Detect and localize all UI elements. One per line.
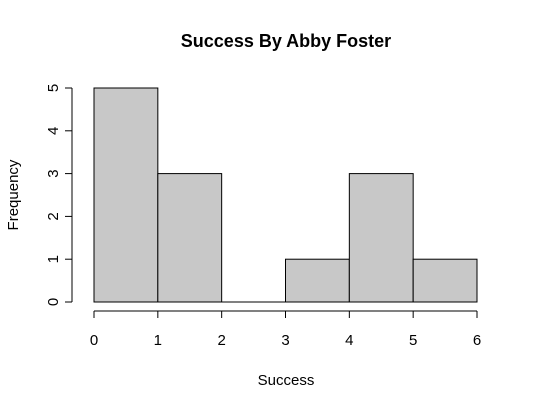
histogram-bar-5 [412, 258, 478, 303]
x-tick-label: 1 [154, 332, 162, 349]
histogram-bar-3 [285, 258, 350, 303]
bars-group [93, 87, 478, 303]
y-tick-label: 3 [45, 169, 62, 177]
chart-title: Success By Abby Foster [181, 31, 391, 51]
x-tick-label: 2 [217, 332, 225, 349]
y-tick-label: 2 [45, 212, 62, 220]
y-axis: 0 1 2 3 4 5 [45, 84, 73, 306]
x-tick-label: 0 [90, 332, 98, 349]
x-tick-label: 4 [345, 332, 353, 349]
y-tick-label: 4 [45, 127, 62, 135]
y-tick-label: 0 [45, 298, 62, 306]
y-tick-label: 1 [45, 255, 62, 263]
x-axis-label: Success [258, 372, 315, 389]
x-axis: 0 1 2 3 4 5 6 [90, 310, 481, 349]
histogram-bar-1 [157, 173, 223, 303]
x-tick-label: 5 [409, 332, 417, 349]
y-axis-label: Frequency [5, 159, 22, 230]
histogram-bar-4 [348, 173, 414, 303]
x-tick-label: 6 [473, 332, 481, 349]
x-tick-label: 3 [281, 332, 289, 349]
histogram-bar-0 [93, 87, 159, 303]
y-tick-label: 5 [45, 84, 62, 92]
